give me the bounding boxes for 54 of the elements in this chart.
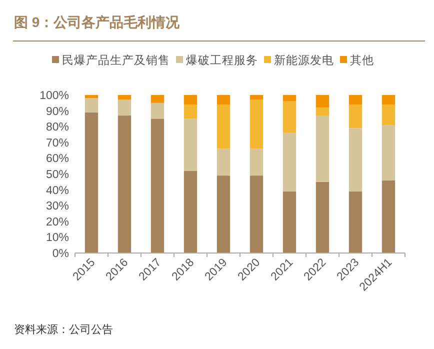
bar (282, 132, 296, 192)
bar (348, 95, 362, 104)
bar (118, 95, 132, 100)
y-tick-label: 30% (46, 200, 69, 213)
bar (250, 100, 264, 149)
bar (282, 191, 296, 253)
y-tick-label: 40% (46, 184, 69, 197)
bar (348, 104, 362, 128)
bar (348, 128, 362, 192)
y-tick-label: 100% (40, 90, 69, 102)
y-tick-label: 70% (46, 137, 69, 150)
y-tick-label: 80% (46, 122, 69, 134)
bar (282, 101, 296, 133)
bar (250, 176, 264, 253)
bar (84, 95, 98, 98)
bar (382, 125, 396, 180)
bar (216, 176, 230, 253)
bar (84, 98, 98, 112)
bar (150, 95, 164, 103)
bar (216, 104, 230, 149)
bar (118, 116, 132, 253)
bar (316, 116, 330, 182)
bar (184, 118, 198, 171)
bar (316, 108, 330, 116)
y-tick-label: 10% (46, 232, 69, 244)
legend-label: 民爆产品生产及销售 (62, 53, 170, 67)
y-tick-label: 50% (46, 169, 69, 181)
bar (316, 182, 330, 253)
bar (150, 118, 164, 253)
chart-title: 图 9：公司各产品毛利情况 (14, 14, 181, 30)
bar (184, 95, 198, 104)
legend-label: 新能源发电 (274, 53, 334, 67)
bar (84, 112, 98, 253)
bar (382, 95, 396, 104)
legend-label: 其他 (350, 54, 374, 67)
bar (382, 180, 396, 253)
bar (282, 95, 296, 102)
y-tick-label: 90% (46, 106, 69, 118)
text: 资料来源：公司公告 (14, 323, 113, 336)
bar (316, 95, 330, 108)
bar (250, 148, 264, 176)
y-tick-label: 60% (46, 153, 69, 166)
bar (216, 148, 230, 176)
bar (150, 102, 164, 119)
bar (184, 104, 198, 119)
bar (184, 170, 198, 253)
bar (216, 95, 230, 104)
y-tick-label: 0% (52, 248, 69, 260)
y-tick-label: 20% (46, 216, 69, 228)
bar (348, 191, 362, 253)
bar (250, 95, 264, 100)
bar (382, 104, 396, 126)
legend-label: 爆破工程服务 (186, 54, 258, 67)
bar (118, 100, 132, 116)
